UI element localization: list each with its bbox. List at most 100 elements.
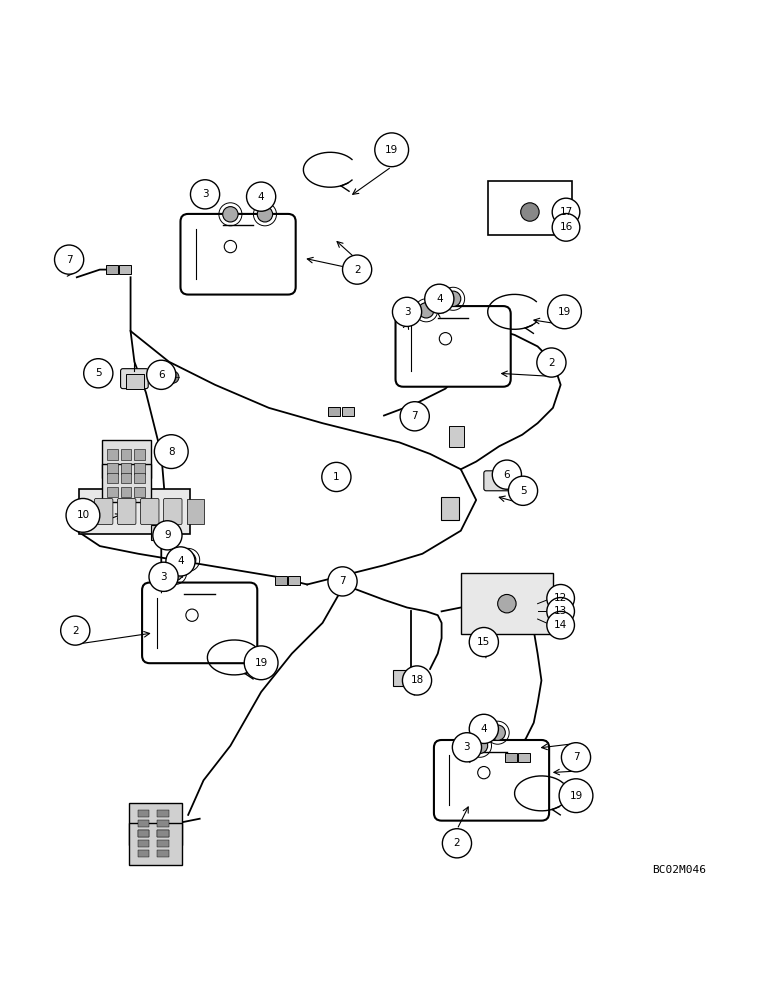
Circle shape	[547, 611, 574, 639]
FancyBboxPatch shape	[134, 473, 145, 483]
FancyBboxPatch shape	[94, 498, 113, 525]
Text: 7: 7	[66, 255, 72, 265]
Bar	[119, 265, 131, 274]
Circle shape	[419, 303, 434, 318]
FancyBboxPatch shape	[121, 369, 148, 389]
FancyBboxPatch shape	[126, 374, 144, 389]
Text: 18: 18	[410, 675, 424, 685]
FancyBboxPatch shape	[151, 525, 171, 540]
Circle shape	[499, 469, 511, 482]
Bar	[138, 820, 149, 827]
Circle shape	[400, 402, 429, 431]
Text: 2: 2	[548, 358, 554, 368]
FancyBboxPatch shape	[393, 670, 414, 686]
Circle shape	[190, 180, 220, 209]
Bar	[329, 407, 340, 416]
FancyBboxPatch shape	[107, 473, 118, 483]
Circle shape	[61, 616, 90, 645]
FancyBboxPatch shape	[107, 449, 118, 460]
Text: 2: 2	[454, 838, 460, 848]
Circle shape	[442, 829, 472, 858]
FancyBboxPatch shape	[79, 489, 190, 534]
Bar	[138, 840, 149, 847]
Text: 15: 15	[477, 637, 491, 647]
Bar	[518, 753, 531, 762]
Circle shape	[498, 594, 516, 613]
Text: 4: 4	[481, 724, 487, 734]
FancyBboxPatch shape	[441, 497, 459, 520]
FancyBboxPatch shape	[118, 498, 136, 525]
Bar	[138, 830, 149, 837]
Circle shape	[469, 714, 498, 743]
FancyBboxPatch shape	[102, 464, 151, 502]
Text: 13: 13	[554, 606, 568, 616]
FancyBboxPatch shape	[187, 499, 204, 524]
FancyBboxPatch shape	[121, 487, 131, 497]
Text: 6: 6	[504, 470, 510, 480]
Circle shape	[547, 598, 574, 625]
Circle shape	[552, 214, 580, 241]
Circle shape	[328, 567, 357, 596]
Text: 5: 5	[95, 368, 101, 378]
FancyBboxPatch shape	[142, 583, 257, 663]
Text: 19: 19	[385, 145, 399, 155]
Text: 4: 4	[177, 556, 184, 566]
Circle shape	[508, 476, 538, 505]
Circle shape	[547, 584, 574, 612]
FancyBboxPatch shape	[141, 498, 159, 525]
Text: 2: 2	[354, 265, 360, 275]
Bar	[505, 753, 517, 762]
Circle shape	[322, 462, 351, 492]
FancyBboxPatch shape	[164, 498, 182, 525]
Text: 19: 19	[558, 307, 571, 317]
Circle shape	[343, 255, 372, 284]
Text: 12: 12	[554, 593, 568, 603]
Text: 3: 3	[161, 572, 167, 582]
Text: 4: 4	[258, 192, 264, 202]
Circle shape	[375, 133, 409, 167]
Circle shape	[472, 738, 488, 753]
FancyBboxPatch shape	[121, 449, 131, 460]
Circle shape	[244, 646, 278, 680]
Text: 2: 2	[72, 626, 78, 636]
FancyBboxPatch shape	[134, 449, 145, 460]
Circle shape	[402, 666, 432, 695]
Circle shape	[84, 359, 113, 388]
Text: 10: 10	[76, 510, 90, 520]
Circle shape	[490, 725, 505, 740]
Bar	[157, 810, 169, 817]
Text: 16: 16	[559, 222, 573, 232]
Circle shape	[257, 207, 273, 222]
FancyBboxPatch shape	[107, 487, 118, 497]
Bar	[138, 830, 149, 837]
FancyBboxPatch shape	[129, 803, 181, 845]
Text: 4: 4	[436, 294, 442, 304]
Text: 6: 6	[158, 370, 164, 380]
Bar	[138, 850, 149, 857]
Circle shape	[166, 547, 195, 576]
Text: 3: 3	[404, 307, 410, 317]
Circle shape	[66, 498, 100, 532]
Circle shape	[548, 295, 581, 329]
Bar	[157, 840, 169, 847]
FancyBboxPatch shape	[180, 214, 296, 295]
FancyBboxPatch shape	[134, 487, 145, 497]
Bar	[157, 820, 169, 827]
Text: 7: 7	[339, 576, 346, 586]
Circle shape	[559, 779, 593, 813]
Circle shape	[469, 627, 498, 657]
Circle shape	[552, 198, 580, 226]
Circle shape	[147, 360, 176, 389]
FancyBboxPatch shape	[134, 463, 145, 474]
Circle shape	[55, 245, 84, 274]
FancyBboxPatch shape	[121, 473, 131, 483]
FancyBboxPatch shape	[107, 463, 118, 474]
Circle shape	[537, 348, 566, 377]
Text: 3: 3	[464, 742, 470, 752]
Text: 7: 7	[412, 411, 418, 421]
FancyBboxPatch shape	[396, 306, 511, 387]
Bar	[288, 576, 300, 585]
Circle shape	[445, 291, 461, 306]
Circle shape	[492, 460, 521, 489]
Bar	[488, 181, 572, 235]
